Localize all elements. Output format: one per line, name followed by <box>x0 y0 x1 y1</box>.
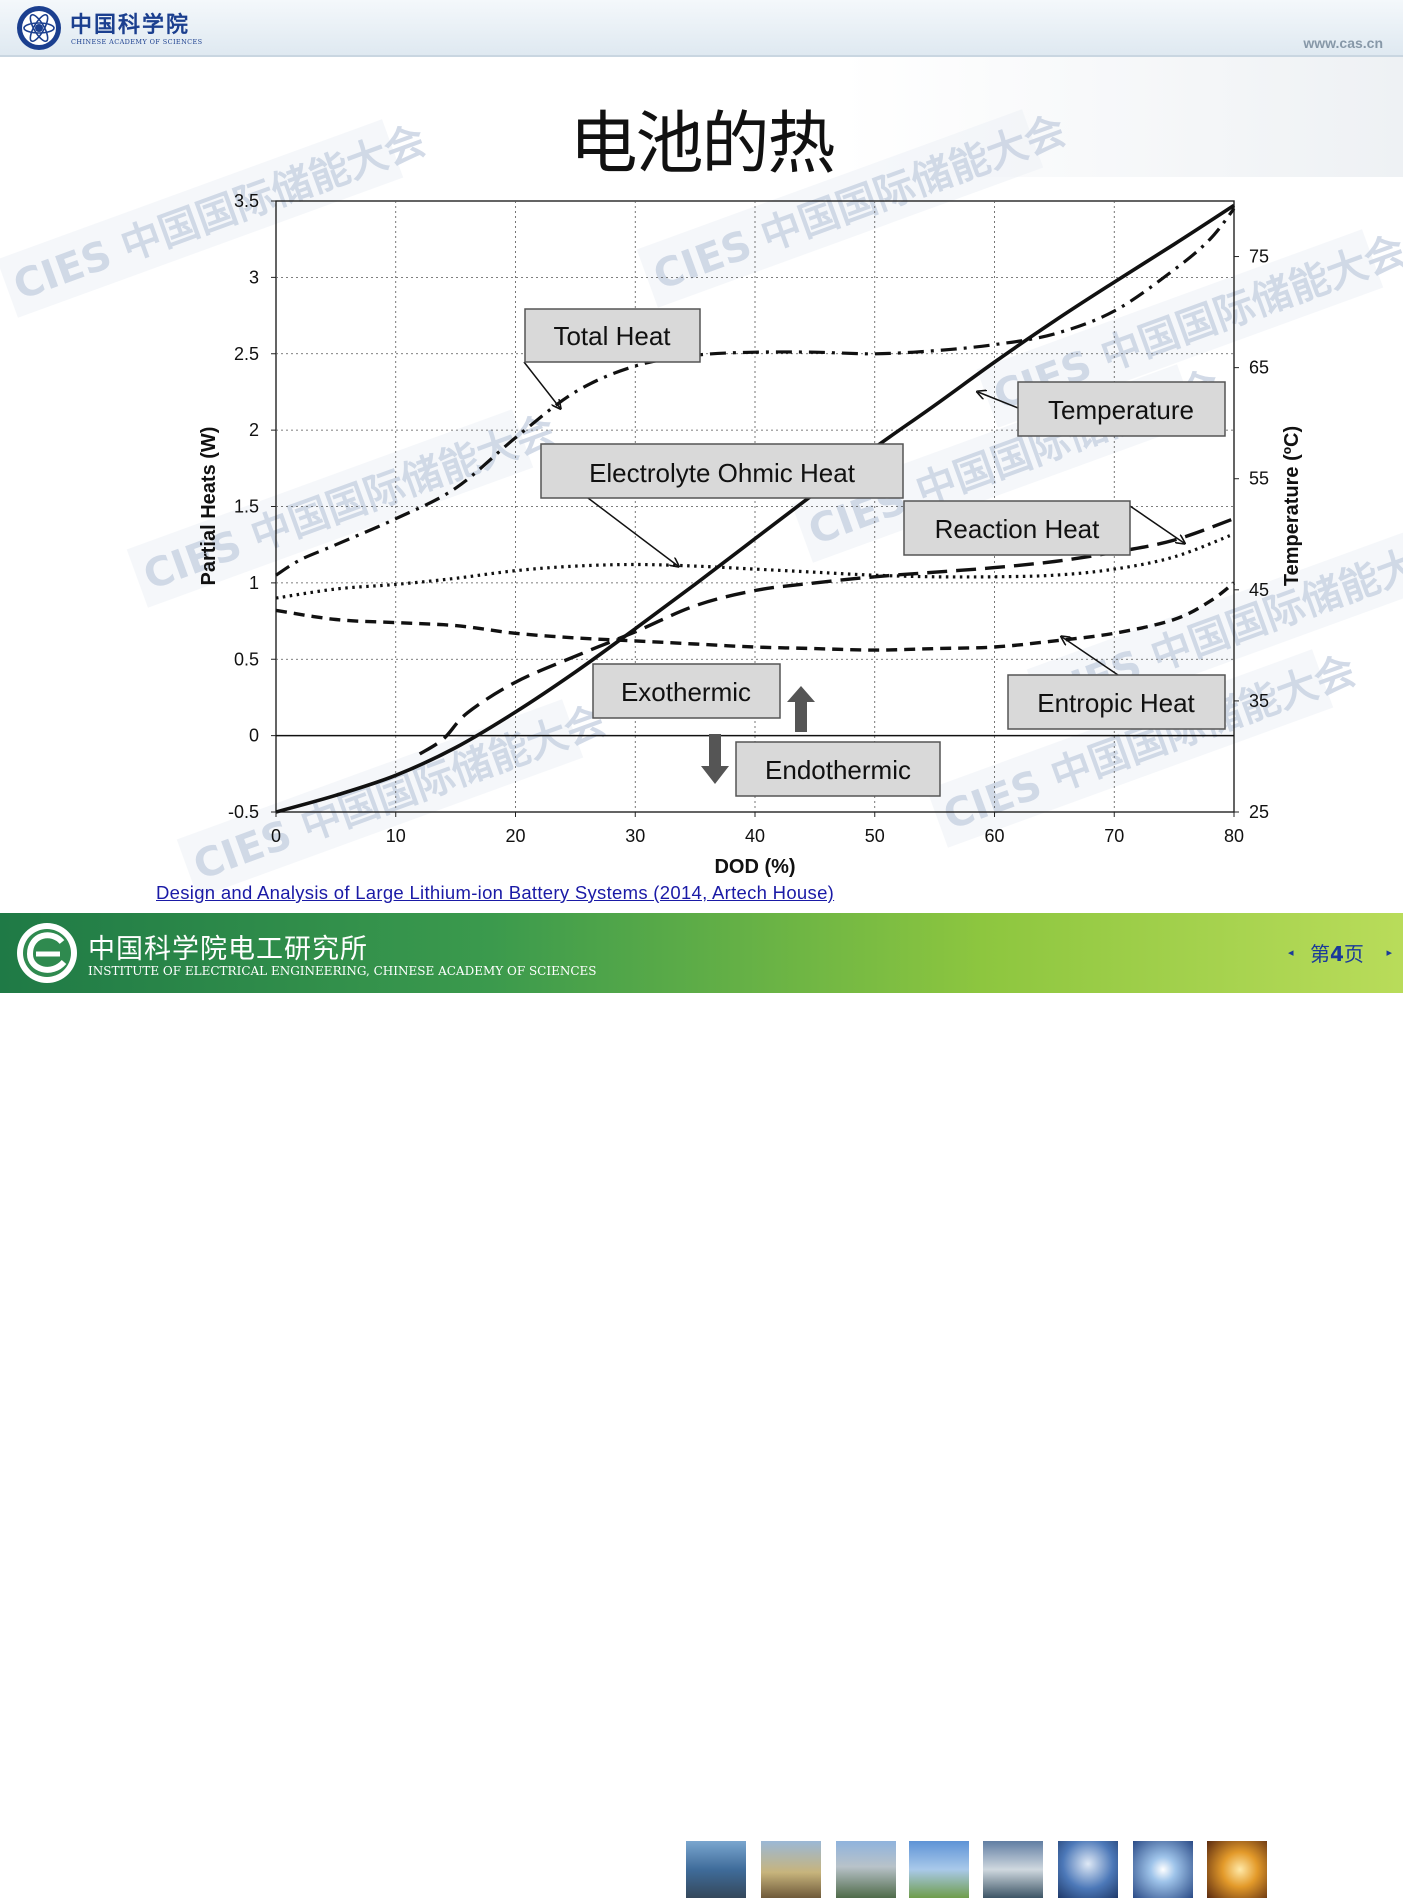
series-line-1 <box>275 203 1235 814</box>
x-tick-label: 80 <box>1224 826 1244 846</box>
watermark-1: CIES 中国国际储能大会 <box>636 108 1072 308</box>
y-tick-label: 3 <box>249 267 259 287</box>
y-tick-label: 2.5 <box>234 344 259 364</box>
page-label: 第4页 <box>1310 938 1364 967</box>
annotation-total-heat-label: Total Heat <box>553 321 671 351</box>
annotation-entropic-label: Entropic Heat <box>1037 688 1195 718</box>
y2-tick-label: 35 <box>1249 691 1269 711</box>
down-arrow-icon <box>701 734 729 784</box>
annotation-electrolyte: Electrolyte Ohmic Heat <box>540 443 904 566</box>
thumb-solar-dish <box>1057 1840 1119 1899</box>
thumb-power-station <box>835 1840 897 1899</box>
y-tick-label: 3.5 <box>234 191 259 211</box>
thumb-plasma <box>1132 1840 1194 1899</box>
series-layer <box>275 203 1236 814</box>
source-citation-link[interactable]: Design and Analysis of Large Lithium-ion… <box>156 882 835 903</box>
y2-axis-label: Temperature (ºC) <box>1281 426 1303 586</box>
y-tick-label: 0 <box>249 726 259 746</box>
thumb-maglev-train <box>685 1840 747 1899</box>
cas-url[interactable]: www.cas.cn <box>1303 35 1383 51</box>
annotation-endothermic-label: Endothermic <box>765 755 911 785</box>
x-tick-label: 20 <box>505 826 525 846</box>
annotation-temperature: Temperature <box>978 381 1226 437</box>
annotation-temperature-label: Temperature <box>1048 395 1194 425</box>
x-tick-label: 0 <box>271 826 281 846</box>
y-tick-label: -0.5 <box>228 802 259 822</box>
iee-logo-icon <box>17 923 77 983</box>
thumb-industrial-site <box>760 1840 822 1899</box>
watermark-4: CIES 中国国际储能大会 <box>176 698 612 898</box>
page-suffix: 页 <box>1343 942 1364 966</box>
x-tick-label: 70 <box>1104 826 1124 846</box>
x-tick-label: 60 <box>984 826 1004 846</box>
slide-title: 电池的热 <box>569 105 835 184</box>
thumb-wind-turbines <box>908 1840 970 1899</box>
y2-tick-label: 45 <box>1249 580 1269 600</box>
institute-name-cn: 中国科学院电工研究所 <box>88 934 368 965</box>
y-tick-label: 1 <box>249 573 259 593</box>
annotation-total-heat: Total Heat <box>523 308 701 408</box>
annotation-electrolyte-label: Electrolyte Ohmic Heat <box>589 458 856 488</box>
next-page-icon[interactable]: ▸ <box>1386 947 1392 959</box>
annotation-reaction: Reaction Heat <box>903 500 1184 556</box>
thumb-hydro-dam <box>982 1840 1044 1899</box>
x-tick-label: 50 <box>865 826 885 846</box>
page-prefix: 第 <box>1310 942 1330 966</box>
x-tick-label: 30 <box>625 826 645 846</box>
y2-tick-label: 75 <box>1249 247 1269 267</box>
annotation-endothermic: Endothermic <box>701 734 941 797</box>
institute-name-en: INSTITUTE OF ELECTRICAL ENGINEERING, CHI… <box>88 964 597 978</box>
prev-page-icon[interactable]: ◂ <box>1288 947 1294 959</box>
tick-labels: 0 10 20 30 40 50 60 70 80 -0.5 0 0.5 1 1.5 2 2.5 3 3.5 25 3… <box>228 191 1269 846</box>
y2-tick-label: 65 <box>1249 358 1269 378</box>
x-tick-label: 40 <box>745 826 765 846</box>
y2-tick-label: 25 <box>1249 802 1269 822</box>
watermark-0: CIES 中国国际储能大会 <box>0 118 432 318</box>
annotation-exothermic-label: Exothermic <box>621 677 751 707</box>
y-tick-label: 0.5 <box>234 649 259 669</box>
x-tick-label: 10 <box>386 826 406 846</box>
watermark-text: CIES 中国国际储能大会 <box>8 118 432 310</box>
x-axis-label: DOD (%) <box>714 856 795 878</box>
series-line-3 <box>418 517 1235 756</box>
annotation-exothermic: Exothermic <box>592 663 815 732</box>
watermark-2: CIES 中国国际储能大会 <box>126 408 562 608</box>
y-axis-label: Partial Heats (W) <box>198 427 220 586</box>
series-line-4 <box>275 581 1236 652</box>
thumb-material <box>1206 1840 1268 1899</box>
y-tick-label: 1.5 <box>234 497 259 517</box>
watermark-text: CIES 中国国际储能大会 <box>648 108 1072 300</box>
series-line-0 <box>275 207 1236 577</box>
annotation-reaction-label: Reaction Heat <box>935 514 1101 544</box>
cas-name-en: CHINESE ACADEMY OF SCIENCES <box>71 38 203 46</box>
page-indicator: ◂ 第4页 ▸ <box>1284 930 1396 978</box>
up-arrow-icon <box>787 686 815 732</box>
battery-heat-chart: CIES 中国国际储能大会 CIES 中国国际储能大会 CIES 中国国际储能大会 C… <box>0 108 1403 898</box>
cas-emblem-icon <box>17 6 61 50</box>
header-bar: 中国科学院 CHINESE ACADEMY OF SCIENCES www.ca… <box>0 0 1403 57</box>
annotation-entropic: Entropic Heat <box>1007 637 1226 730</box>
page-number: 4 <box>1330 942 1344 966</box>
y2-tick-label: 55 <box>1249 469 1269 489</box>
y-tick-label: 2 <box>249 420 259 440</box>
title-band <box>0 57 1403 177</box>
cas-name-cn: 中国科学院 <box>70 12 191 38</box>
